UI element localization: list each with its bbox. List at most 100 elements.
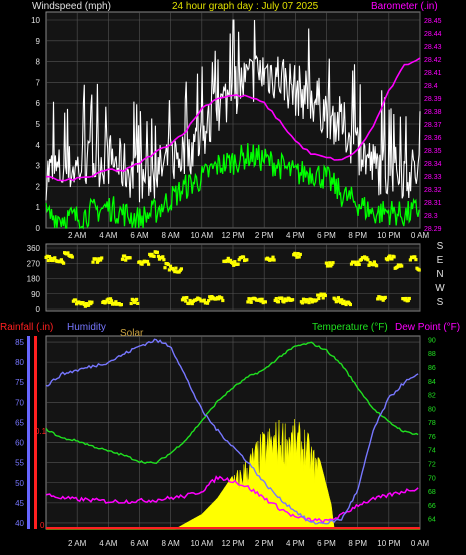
direction-point — [372, 260, 376, 264]
barometer-tick-label: 28.34 — [424, 161, 442, 168]
direction-point — [241, 255, 246, 259]
direction-point — [320, 293, 324, 297]
direction-point — [62, 261, 66, 265]
direction-point — [167, 268, 171, 272]
direction-point — [337, 298, 342, 302]
direction-point — [300, 301, 304, 305]
direction-point — [108, 297, 113, 301]
direction-point — [317, 296, 321, 301]
time-tick-label: 10 AM — [190, 539, 213, 548]
windspeed-axis-ticks: 0 1 2 3 4 5 6 7 8 9 10 — [31, 16, 40, 233]
rain-axis-bar — [34, 336, 37, 529]
time-tick-label: 10 AM — [190, 231, 213, 240]
direction-point — [100, 256, 104, 260]
direction-point — [124, 258, 128, 262]
direction-point — [357, 262, 361, 266]
direction-point — [307, 301, 311, 305]
temp-humidity-panel: 40 45 50 55 60 65 70 75 80 85 64 66 68 70 72 74 76 78 80 8… — [0, 322, 460, 548]
legend-humidity: Humidity — [67, 322, 106, 333]
temperature-line — [45, 341, 419, 465]
time-tick-label: 4 PM — [286, 231, 305, 240]
direction-point — [183, 296, 187, 300]
direction-point — [188, 298, 192, 303]
direction-point — [291, 298, 295, 302]
temperature-tick-label: 74 — [428, 448, 436, 455]
direction-point — [140, 262, 144, 266]
compass-label: E — [437, 255, 444, 266]
humidity-line — [45, 338, 419, 525]
direction-point — [321, 296, 325, 300]
direction-point — [378, 295, 382, 299]
humidity-tick-label: 50 — [15, 479, 24, 488]
direction-point — [296, 252, 300, 256]
windspeed-tick-label: 4 — [36, 141, 41, 150]
direction-point — [330, 262, 334, 266]
direction-point — [185, 296, 189, 300]
windspeed-tick-label: 3 — [36, 162, 41, 171]
direction-point — [276, 300, 280, 304]
time-tick-label: 6 PM — [317, 231, 336, 240]
barometer-tick-label: 28.36 — [424, 135, 442, 142]
time-tick-label: 10 PM — [377, 231, 400, 240]
direction-point — [295, 255, 299, 259]
direction-point — [270, 258, 274, 262]
direction-point — [87, 303, 91, 307]
direction-point — [123, 254, 127, 258]
time-tick-label: 0 AM — [411, 231, 430, 240]
direction-point — [249, 300, 253, 304]
direction-point — [90, 300, 94, 304]
windspeed-tick-label: 7 — [36, 78, 41, 87]
temp-time-axis-ticks: 2 AM 4 AM 6 AM 8 AM 10 AM 12 PM 2 PM 4 PM 6 PM 8 … — [68, 539, 429, 548]
direction-point — [236, 262, 240, 266]
direction-point — [135, 297, 139, 301]
direction-point — [245, 258, 249, 262]
direction-point — [336, 296, 340, 300]
direction-point — [119, 303, 123, 307]
direction-point — [231, 261, 235, 265]
barometer-tick-label: 28.39 — [424, 96, 442, 103]
barometer-axis-label: Barometer (.in) — [371, 1, 438, 12]
time-tick-label: 2 PM — [255, 539, 274, 548]
direction-point — [248, 297, 252, 301]
direction-point — [359, 258, 363, 262]
direction-axis-ticks: 0 90 180 270 360 — [27, 244, 41, 314]
direction-point — [198, 297, 202, 301]
temperature-tick-label: 76 — [428, 434, 436, 441]
humidity-tick-label: 85 — [15, 338, 24, 347]
windspeed-tick-label: 6 — [36, 99, 41, 108]
direction-point — [294, 253, 298, 257]
time-tick-label: 2 PM — [255, 231, 274, 240]
barometer-tick-label: 28.33 — [424, 174, 442, 181]
direction-point — [47, 255, 51, 259]
legend-rainfall: Rainfall (.in) — [0, 322, 53, 333]
direction-point — [344, 302, 348, 307]
direction-tick-label: 0 — [36, 305, 41, 314]
direction-series — [44, 250, 421, 308]
direction-point — [260, 297, 264, 301]
time-tick-label: 2 AM — [68, 539, 87, 548]
direction-point — [131, 298, 135, 302]
direction-point — [187, 301, 191, 306]
direction-point — [166, 262, 170, 266]
direction-point — [91, 260, 95, 264]
direction-point — [83, 304, 87, 308]
time-tick-label: 4 PM — [286, 539, 305, 548]
barometer-line — [46, 57, 421, 182]
direction-point — [113, 302, 117, 306]
direction-point — [48, 256, 53, 260]
direction-point — [74, 298, 78, 302]
direction-point — [66, 251, 70, 255]
direction-point — [316, 293, 320, 297]
direction-point — [190, 302, 194, 306]
time-tick-label: 12 PM — [221, 539, 244, 548]
direction-point — [285, 298, 289, 302]
barometer-axis-ticks: 28.29 28.3 28.31 28.32 28.33 28.34 28.35 28.36 2… — [424, 18, 442, 233]
temperature-tick-label: 72 — [428, 462, 436, 469]
legend-temperature: Temperature (°F) — [312, 322, 388, 333]
compass-label: S — [437, 241, 444, 252]
rain-zero-label: 0 — [40, 521, 45, 530]
direction-point — [335, 299, 339, 303]
direction-point — [376, 297, 380, 301]
